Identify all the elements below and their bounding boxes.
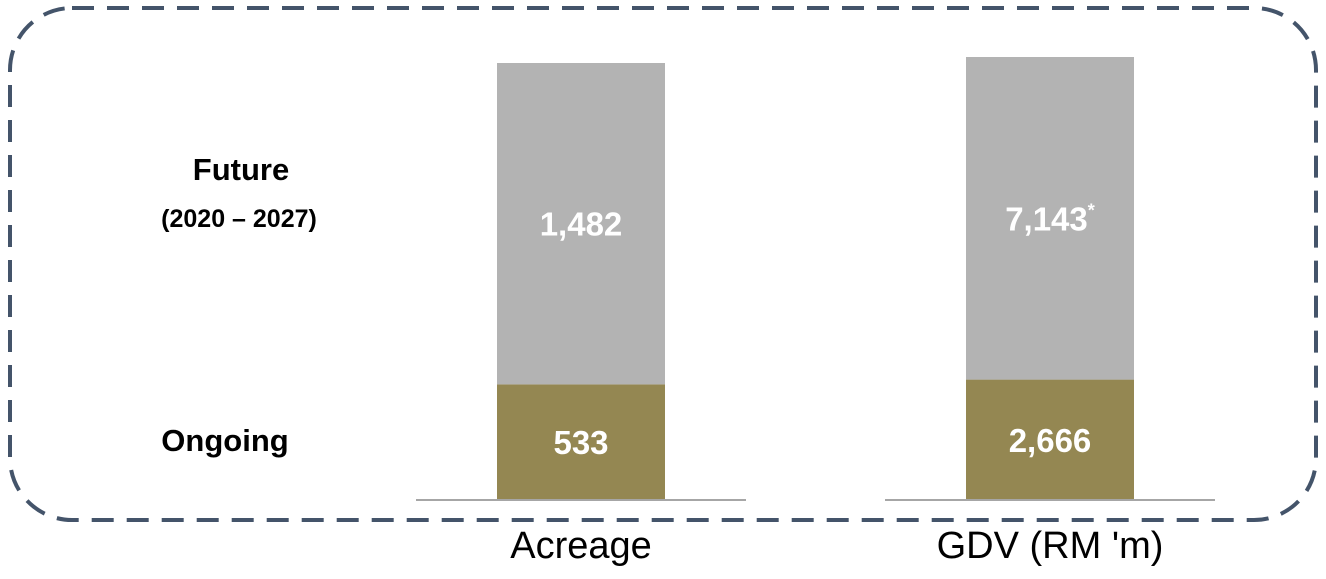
value-labels-group: 533 1,482 2,666 7,143* xyxy=(540,200,1095,461)
value-label-ongoing-1: 2,666 xyxy=(1009,422,1092,459)
bar-ongoing-0 xyxy=(497,384,665,500)
bar-future-1 xyxy=(966,57,1134,380)
bars-group xyxy=(497,57,1134,500)
row-labels: Future (2020 – 2027) Ongoing xyxy=(161,152,317,458)
ongoing-row-label: Ongoing xyxy=(161,423,288,458)
category-labels-group: Acreage GDV (RM 'm) xyxy=(510,525,1163,567)
bar-future-0 xyxy=(497,63,665,385)
future-period-label: (2020 – 2027) xyxy=(161,205,317,233)
value-label-ongoing-0: 533 xyxy=(553,424,608,461)
category-label-1: GDV (RM 'm) xyxy=(937,525,1164,567)
category-label-0: Acreage xyxy=(510,525,652,567)
future-row-label: Future xyxy=(193,152,289,187)
value-label-future-0: 1,482 xyxy=(540,206,623,243)
bar-ongoing-1 xyxy=(966,379,1134,500)
value-label-future-1: 7,143* xyxy=(1005,200,1095,237)
dashed-frame xyxy=(8,6,1318,522)
value-label-footnote-marker: * xyxy=(1088,200,1095,220)
